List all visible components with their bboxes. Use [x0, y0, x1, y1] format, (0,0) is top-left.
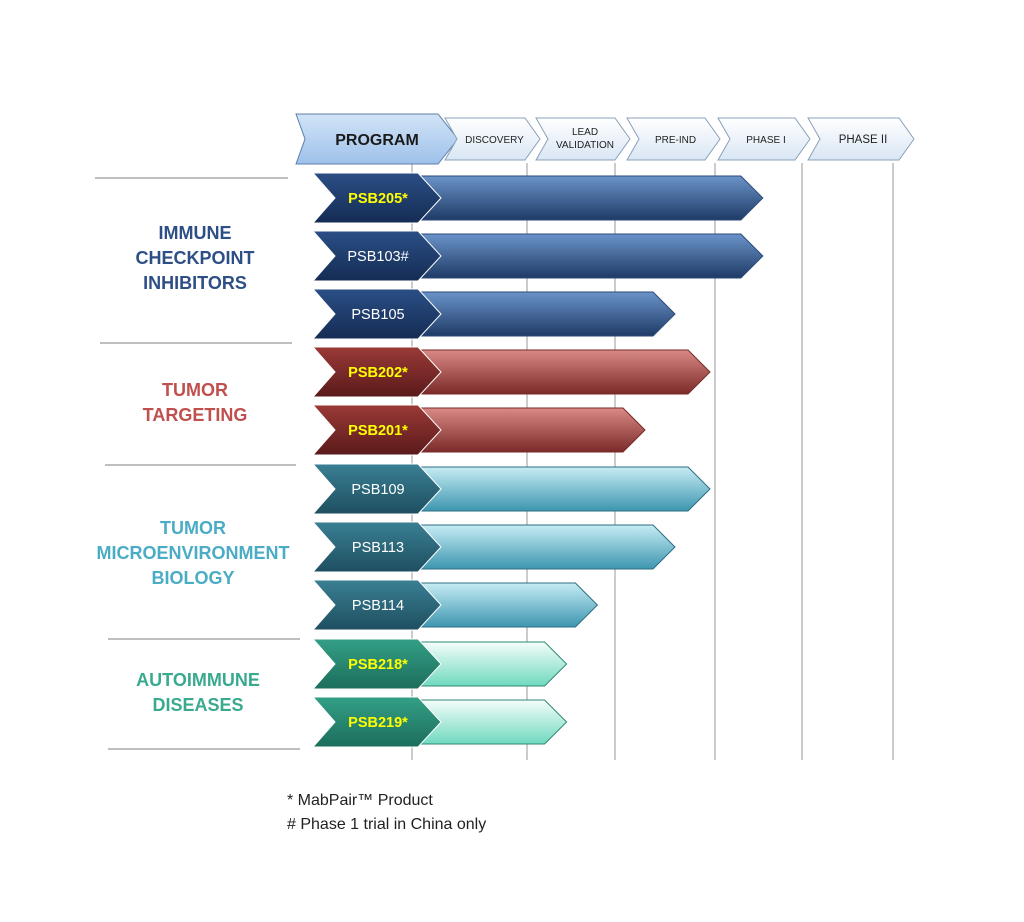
category-label-line: TUMOR: [162, 380, 228, 400]
stage-header-label: PHASE I: [746, 135, 785, 146]
program-row-psb201: PSB201*: [311, 404, 646, 456]
stage-header-label: PHASE II: [839, 134, 888, 146]
category-label-line: DISEASES: [152, 695, 244, 715]
program-name: PSB205*: [348, 191, 408, 207]
stage-header-label: VALIDATION: [556, 140, 614, 151]
category-label-line: TUMOR: [160, 518, 226, 538]
category-label-tumor-targeting: TUMOR TARGETING: [90, 378, 300, 428]
progress-bar: [412, 291, 676, 337]
program-rows: PSB205* PSB103# PSB105 PSB202* PSB201* PSB109…: [311, 172, 764, 748]
category-label-autoimmune-diseases: AUTOIMMUNE DISEASES: [93, 668, 303, 718]
progress-bar: [412, 233, 764, 279]
stage-header-label: DISCOVERY: [465, 135, 524, 146]
progress-bar: [412, 466, 711, 512]
program-chevron: [311, 638, 442, 690]
category-label-line: TARGETING: [142, 405, 248, 425]
category-label-line: IMMUNE: [158, 223, 232, 243]
program-chevron: [311, 230, 442, 282]
program-name: PSB105: [351, 307, 404, 323]
program-row-psb202: PSB202*: [311, 346, 711, 398]
program-header-chevron: [295, 113, 459, 165]
footnote-mabpair: * MabPair™ Product: [287, 792, 433, 809]
program-row-psb105: PSB105: [311, 288, 676, 340]
category-dividers: [95, 177, 300, 750]
stage-header-chevron-phase-ii: [807, 117, 915, 161]
progress-bar: [412, 349, 711, 395]
program-chevron: [311, 579, 442, 631]
program-name: PSB109: [351, 482, 404, 498]
program-chevron: [311, 404, 442, 456]
progress-bar: [412, 524, 676, 570]
program-name: PSB103#: [347, 249, 408, 265]
stage-header-label: PRE-IND: [655, 135, 696, 146]
category-label-line: CHECKPOINT: [135, 248, 255, 268]
program-name: PSB201*: [348, 423, 408, 439]
program-chevron: [311, 172, 442, 224]
category-label-line: BIOLOGY: [151, 568, 235, 588]
category-label-line: AUTOIMMUNE: [136, 670, 260, 690]
program-row-psb219: PSB219*: [311, 696, 568, 748]
stage-header-chevron-discovery: [444, 117, 541, 161]
category-label-line: MICROENVIRONMENT: [96, 543, 290, 563]
stage-header-chevron-pre-ind: [626, 117, 721, 161]
program-name: PSB218*: [348, 657, 408, 673]
stage-header: PROGRAM DISCOVERY LEAD VALIDATION PRE-IND PHA…: [295, 113, 915, 165]
program-name: PSB202*: [348, 365, 408, 381]
program-chevron: [311, 696, 442, 748]
program-row-psb205: PSB205*: [311, 172, 764, 224]
program-chevron: [311, 346, 442, 398]
program-row-psb109: PSB109: [311, 463, 711, 515]
progress-bar: [412, 407, 646, 453]
program-row-psb113: PSB113: [311, 521, 676, 573]
progress-bar: [412, 175, 764, 221]
program-name: PSB114: [352, 598, 404, 614]
program-row-psb114: PSB114: [311, 579, 599, 631]
footnote-phase1-china: # Phase 1 trial in China only: [287, 816, 487, 833]
stage-header-chevron-phase-i: [717, 117, 811, 161]
program-name: PSB219*: [348, 715, 408, 731]
program-chevron: [311, 288, 442, 340]
program-name: PSB113: [352, 540, 404, 556]
program-row-psb218: PSB218*: [311, 638, 568, 690]
program-header-label: PROGRAM: [335, 132, 419, 149]
category-label-immune-checkpoint-inhibitors: IMMUNE CHECKPOINT INHIBITORS: [90, 221, 300, 296]
stage-header-label: LEAD: [572, 127, 598, 138]
program-chevron: [311, 521, 442, 573]
program-row-psb103: PSB103#: [311, 230, 764, 282]
category-label-line: INHIBITORS: [143, 273, 247, 293]
category-label-tumor-microenvironment-biology: TUMOR MICROENVIRONMENT BIOLOGY: [88, 516, 298, 591]
stage-header-chevron-lead-validation: [535, 117, 631, 161]
program-chevron: [311, 463, 442, 515]
